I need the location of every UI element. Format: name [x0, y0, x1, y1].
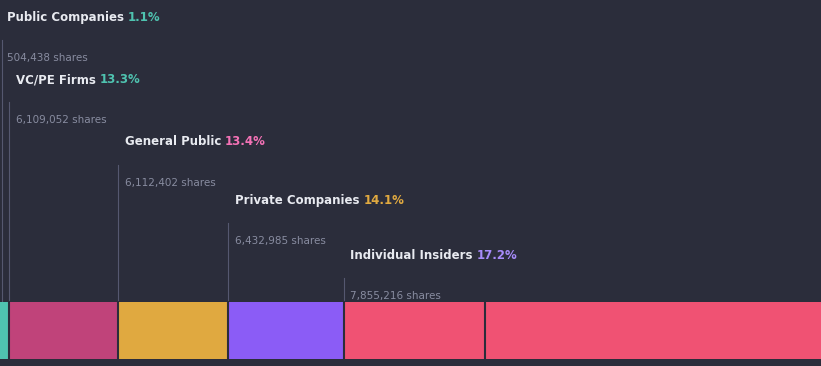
Bar	[118, 302, 228, 359]
Bar	[0, 302, 9, 359]
Text: 1.1%: 1.1%	[128, 11, 160, 24]
Bar	[344, 302, 484, 359]
Text: VC/PE Firms: VC/PE Firms	[16, 73, 99, 86]
Text: General Public: General Public	[125, 135, 225, 149]
Text: Institutions: Institutions	[696, 302, 777, 315]
Text: 13.3%: 13.3%	[99, 73, 140, 86]
Text: Public Companies: Public Companies	[7, 11, 128, 24]
Text: 13.4%: 13.4%	[225, 135, 266, 149]
Text: 6,432,985 shares: 6,432,985 shares	[235, 236, 325, 246]
Text: 6,112,402 shares: 6,112,402 shares	[125, 178, 215, 187]
Text: 504,438 shares: 504,438 shares	[7, 53, 87, 63]
Text: Private Companies: Private Companies	[235, 194, 363, 207]
Text: 6,109,052 shares: 6,109,052 shares	[16, 115, 106, 125]
Text: 17.2%: 17.2%	[477, 249, 517, 262]
Bar	[484, 302, 821, 359]
Text: 7,855,216 shares: 7,855,216 shares	[351, 291, 441, 301]
Bar	[9, 302, 118, 359]
Text: 14.1%: 14.1%	[363, 194, 404, 207]
Bar	[228, 302, 344, 359]
Text: Individual Insiders: Individual Insiders	[351, 249, 477, 262]
Text: 41.0%: 41.0%	[777, 302, 818, 315]
Text: 18,753,278 shares: 18,753,278 shares	[720, 344, 818, 354]
